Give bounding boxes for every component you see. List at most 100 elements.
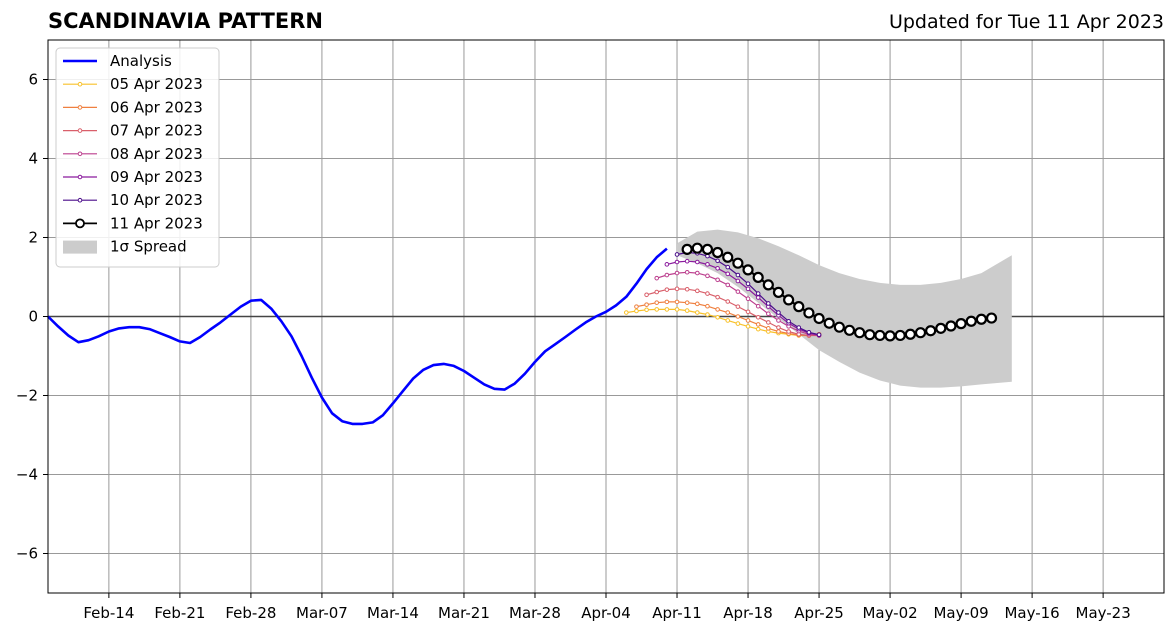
forecast-point	[705, 291, 710, 296]
forecast-point	[766, 311, 771, 317]
forecast-point	[684, 308, 690, 313]
forecast-point	[674, 299, 680, 305]
x-tick-label: Apr-11	[652, 604, 702, 622]
forecast-point	[674, 270, 680, 276]
chart-title: SCANDINAVIA PATTERN	[48, 9, 323, 33]
forecast-point	[725, 271, 731, 277]
legend-marker	[77, 174, 83, 180]
legend-marker	[77, 105, 83, 110]
forecast-point	[705, 273, 710, 279]
legend-label: 11 Apr 2023	[110, 214, 203, 232]
forecast-point	[975, 313, 987, 325]
forecast-point	[755, 295, 761, 300]
x-tick-label: Mar-28	[509, 604, 561, 622]
forecast-point	[806, 330, 812, 335]
forecast-point	[725, 264, 731, 270]
forecast-point	[674, 307, 680, 312]
forecast-point	[796, 325, 802, 330]
forecast-point	[705, 262, 710, 267]
legend: Analysis 05 Apr 2023 06 Apr 2023 07 Apr 202…	[55, 47, 220, 268]
forecast-point	[654, 300, 660, 305]
legend-label: Analysis	[110, 52, 172, 70]
forecast-point	[735, 272, 741, 278]
x-tick-label: Apr-18	[723, 604, 773, 622]
x-tick-label: May-02	[862, 604, 917, 622]
forecast-point	[776, 310, 781, 315]
forecast-point	[843, 324, 856, 336]
x-tick-label: Apr-25	[794, 604, 844, 622]
forecast-point	[813, 312, 825, 325]
forecast-point	[695, 270, 700, 276]
legend-label: 08 Apr 2023	[110, 145, 203, 163]
y-tick-label: −2	[16, 387, 38, 405]
forecast-point	[725, 299, 731, 304]
series-layer	[47, 242, 998, 426]
forecast-point	[816, 332, 822, 337]
legend-box	[55, 47, 220, 268]
spread-band	[677, 229, 1012, 388]
forecast-point	[904, 328, 916, 340]
legend-label: 09 Apr 2023	[110, 168, 203, 186]
forecast-point	[833, 321, 845, 333]
forecast-point	[623, 310, 629, 315]
forecast-point	[674, 286, 680, 292]
forecast-point	[654, 307, 660, 312]
forecast-point	[711, 246, 724, 259]
forecast-point	[684, 300, 690, 305]
forecast-point	[755, 326, 761, 332]
forecast-point	[735, 321, 741, 326]
analysis-line	[47, 247, 668, 426]
forecast-point	[715, 307, 720, 312]
y-tick-label: 6	[28, 71, 38, 89]
forecast-point	[634, 308, 639, 314]
forecast-point	[823, 317, 835, 329]
forecast-point	[965, 315, 977, 327]
forecast-point	[762, 279, 774, 291]
forecast-point	[884, 330, 896, 342]
forecast-point	[914, 327, 927, 339]
forecast-point	[644, 302, 649, 307]
forecast-point	[715, 294, 720, 300]
forecast-point	[783, 294, 795, 306]
forecast-point	[732, 257, 744, 269]
forecast-point	[634, 304, 639, 309]
forecast-point	[681, 243, 693, 255]
forecast-point	[715, 258, 720, 264]
forecast-point	[772, 286, 785, 299]
forecast-point	[684, 258, 690, 264]
x-tick-label: Feb-14	[83, 604, 134, 622]
legend-swatch	[63, 240, 97, 254]
forecast-point	[664, 299, 670, 305]
forecast-point	[735, 304, 741, 309]
x-tick-label: May-16	[1004, 604, 1059, 622]
forecast-point	[786, 329, 791, 334]
x-tick-label: Feb-21	[154, 604, 205, 622]
forecast-point	[695, 259, 700, 265]
forecast-point	[715, 314, 720, 320]
forecast-point	[644, 292, 649, 298]
legend-label: 07 Apr 2023	[110, 122, 203, 140]
legend-marker	[77, 81, 83, 87]
forecast-point	[715, 277, 720, 283]
x-tick-label: Mar-14	[367, 604, 419, 622]
forecast-point	[755, 314, 761, 320]
forecast-point	[654, 275, 660, 281]
forecast-point	[864, 329, 876, 341]
forecast-point	[745, 286, 751, 292]
legend-label: 06 Apr 2023	[110, 98, 203, 116]
forecast-point	[985, 312, 998, 324]
forecast-point	[695, 288, 700, 294]
y-tick-label: 2	[28, 229, 38, 247]
plot-frame	[47, 39, 1165, 594]
forecast-point	[776, 325, 781, 330]
forecast-point	[664, 307, 670, 312]
forecast-point	[766, 301, 771, 306]
tick-layer: Feb-14 Feb-21 Feb-28 Mar-07 Mar-14 Mar-21 Mar-…	[16, 71, 1131, 623]
forecast-point	[745, 324, 751, 329]
forecast-point	[725, 318, 731, 323]
legend-label: 05 Apr 2023	[110, 75, 203, 93]
y-tick-label: −4	[16, 466, 38, 484]
forecast-point	[755, 322, 761, 327]
forecast-point	[803, 307, 815, 319]
